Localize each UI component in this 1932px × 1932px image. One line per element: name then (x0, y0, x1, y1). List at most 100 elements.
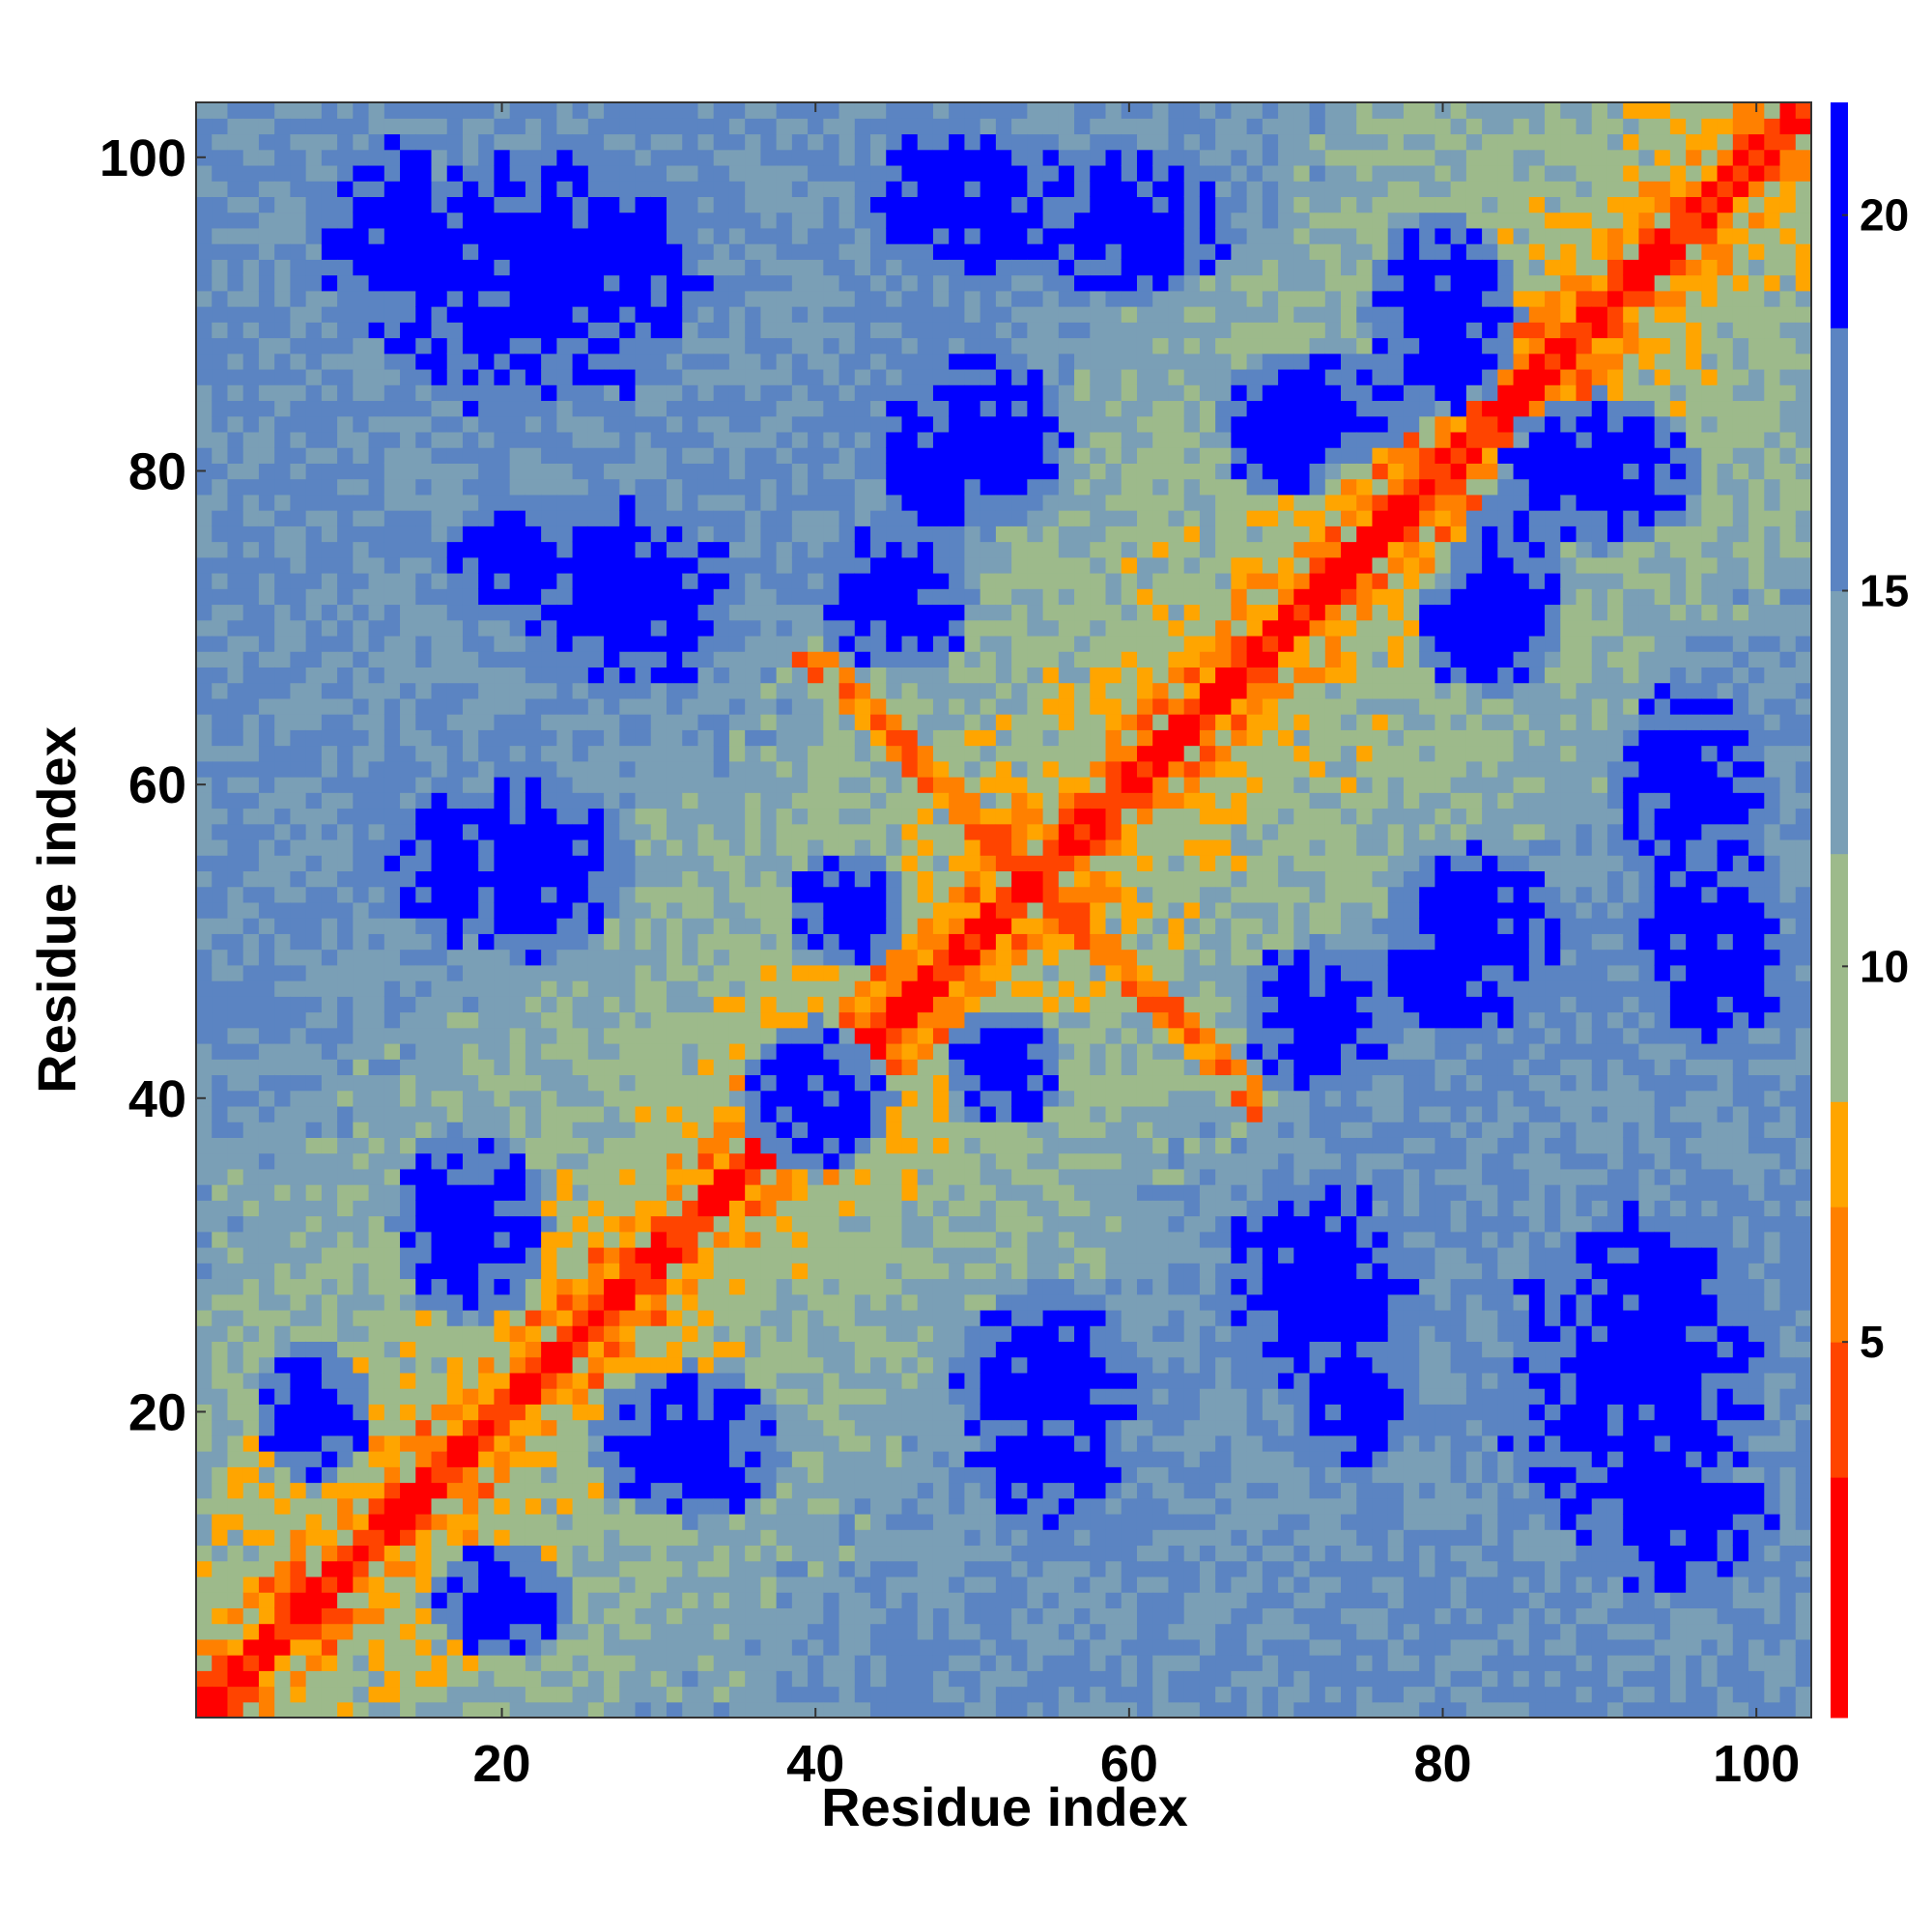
heatmap-cell (509, 1576, 526, 1593)
heatmap-cell (415, 1670, 433, 1688)
heatmap-cell (728, 838, 746, 856)
heatmap-cell (666, 274, 683, 292)
heatmap-cell (478, 635, 496, 652)
heatmap-cell (400, 1497, 416, 1515)
heatmap-cell (478, 306, 496, 323)
heatmap-cell (713, 1356, 730, 1374)
heatmap-cell (587, 1701, 605, 1719)
heatmap-cell (666, 996, 683, 1013)
heatmap-cell (227, 290, 244, 307)
heatmap-cell (274, 667, 291, 684)
heatmap-cell (776, 1607, 793, 1625)
heatmap-cell (635, 1404, 652, 1421)
heatmap-cell (321, 149, 338, 166)
heatmap-cell (838, 1482, 856, 1499)
heatmap-cell (917, 541, 934, 558)
heatmap-cell (541, 1607, 557, 1625)
heatmap-cell (478, 682, 496, 699)
heatmap-cell (886, 604, 903, 621)
heatmap-cell (760, 1184, 778, 1201)
heatmap-cell (808, 306, 824, 323)
heatmap-cell (368, 1451, 385, 1467)
heatmap-cell (368, 1545, 385, 1562)
heatmap-cell (666, 1372, 683, 1389)
heatmap-cell (838, 196, 856, 213)
heatmap-cell (400, 1278, 416, 1295)
heatmap-cell (650, 274, 668, 292)
heatmap-cell (901, 1497, 919, 1515)
heatmap-cell (697, 243, 715, 260)
heatmap-cell (760, 604, 778, 621)
heatmap-cell (713, 431, 730, 448)
heatmap-cell (227, 1231, 244, 1248)
heatmap-cell (932, 149, 950, 166)
heatmap-cell (886, 777, 903, 793)
heatmap-cell (870, 604, 887, 621)
heatmap-cell (760, 1607, 778, 1625)
heatmap-cell (666, 619, 683, 637)
heatmap-cell (650, 682, 668, 699)
heatmap-cell (572, 274, 589, 292)
heatmap-cell (682, 996, 699, 1013)
heatmap-cell (619, 400, 637, 417)
heatmap-cell (666, 1184, 683, 1201)
heatmap-cell (666, 760, 683, 778)
heatmap-cell (635, 1341, 652, 1358)
heatmap-cell (258, 729, 275, 747)
heatmap-cell (854, 353, 871, 370)
heatmap-cell (838, 1074, 856, 1092)
heatmap-cell (290, 447, 307, 464)
heatmap-cell (713, 996, 730, 1013)
heatmap-cell (384, 1215, 401, 1233)
heatmap-cell (697, 1137, 715, 1154)
heatmap-cell (274, 1293, 291, 1311)
heatmap-cell (619, 196, 637, 213)
heatmap-cell (509, 1356, 526, 1374)
heatmap-cell (776, 274, 793, 292)
heatmap-cell (431, 447, 448, 464)
heatmap-cell (791, 1278, 809, 1295)
heatmap-cell (321, 1042, 338, 1060)
heatmap-cell (808, 1011, 824, 1029)
heatmap-cell (446, 1623, 464, 1640)
heatmap-cell (728, 1435, 746, 1452)
heatmap-cell (305, 384, 323, 402)
heatmap-cell (838, 1545, 856, 1562)
heatmap-cell (635, 604, 652, 621)
heatmap-cell (791, 1576, 809, 1593)
heatmap-cell (509, 1701, 526, 1719)
heatmap-cell (258, 1592, 275, 1608)
heatmap-cell (917, 259, 934, 276)
heatmap-cell (274, 918, 291, 934)
heatmap-cell (556, 823, 574, 840)
heatmap-cell (776, 823, 793, 840)
heatmap-cell (619, 745, 637, 762)
heatmap-cell (212, 1497, 229, 1515)
heatmap-cell (728, 415, 746, 433)
heatmap-cell (446, 1215, 464, 1233)
heatmap-cell (227, 1435, 244, 1452)
heatmap-cell (760, 306, 778, 323)
heatmap-cell (494, 1090, 511, 1107)
heatmap-cell (838, 1247, 856, 1264)
heatmap-cell (446, 1529, 464, 1547)
heatmap-cell (760, 1623, 778, 1640)
heatmap-cell (776, 556, 793, 574)
heatmap-cell (776, 1215, 793, 1233)
heatmap-cell (587, 164, 605, 182)
heatmap-cell (901, 368, 919, 385)
heatmap-cell (870, 823, 887, 840)
heatmap-cell (258, 1152, 275, 1170)
heatmap-cell (400, 400, 416, 417)
heatmap-cell (212, 259, 229, 276)
heatmap-cell (917, 494, 934, 511)
heatmap-cell (791, 949, 809, 966)
heatmap-cell (541, 227, 557, 244)
heatmap-cell (823, 1011, 840, 1029)
heatmap-cell (791, 290, 809, 307)
heatmap-cell (728, 1137, 746, 1154)
heatmap-cell (446, 667, 464, 684)
heatmap-cell (823, 149, 840, 166)
heatmap-cell (384, 1701, 401, 1719)
heatmap-cell (242, 227, 260, 244)
